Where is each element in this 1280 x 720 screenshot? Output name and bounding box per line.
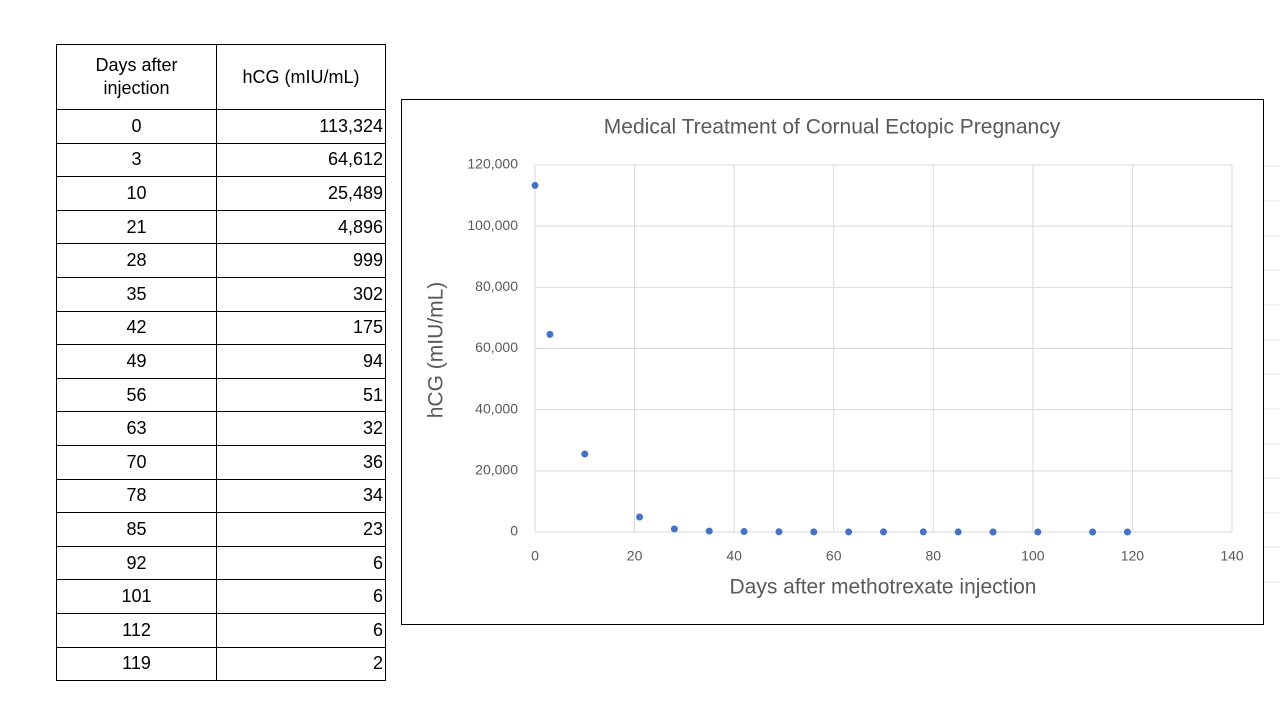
- table-cell: 51: [216, 377, 386, 413]
- table-cell: 10: [56, 176, 217, 211]
- header-cell: hCG (mIU/mL): [216, 44, 386, 110]
- table-row: 49 94: [56, 344, 386, 379]
- x-tick-label: 20: [627, 548, 643, 564]
- table-cell: 6: [216, 545, 386, 581]
- table-cell: 101: [56, 579, 217, 614]
- table-row: 85 23: [56, 512, 386, 547]
- table-cell: 119: [56, 646, 217, 682]
- table-cell: 42: [56, 310, 217, 346]
- data-point: [1123, 528, 1131, 536]
- table-cell: 6: [216, 612, 386, 648]
- table-cell: 63: [56, 411, 217, 446]
- data-point: [775, 528, 783, 536]
- data-point: [989, 528, 997, 536]
- data-point: [1089, 528, 1097, 536]
- table-cell: 78: [56, 478, 217, 514]
- data-point: [670, 525, 678, 533]
- data-point: [880, 528, 887, 536]
- x-tick-label: 0: [531, 548, 539, 564]
- table-row: 119 2: [56, 646, 386, 682]
- chart-frame: [401, 99, 1264, 625]
- table-cell: 4,896: [216, 209, 386, 245]
- table-row: 101 6: [56, 579, 386, 614]
- header-text: Days after injection: [95, 55, 178, 98]
- table-row: 28 999: [56, 243, 386, 278]
- table-cell: 28: [56, 243, 217, 278]
- table-cell: 94: [216, 344, 386, 379]
- x-tick-label: 60: [826, 548, 842, 564]
- y-tick-label: 80,000: [475, 278, 518, 294]
- table-cell: 36: [216, 444, 386, 480]
- x-axis-title: Days after methotrexate injection: [730, 576, 1037, 599]
- table-row: 92 6: [56, 545, 386, 581]
- table-cell: 302: [216, 276, 386, 312]
- table-row: 63 32: [56, 411, 386, 446]
- data-point: [1034, 528, 1042, 536]
- table-cell: 64,612: [216, 142, 386, 178]
- data-point: [636, 513, 644, 521]
- x-tick-label: 100: [1021, 548, 1045, 564]
- table-row: 42 175: [56, 310, 386, 346]
- y-tick-label: 40,000: [475, 400, 518, 416]
- data-point: [740, 527, 748, 535]
- table-row: 112 6: [56, 612, 386, 648]
- table-cell: 3: [56, 142, 217, 178]
- table-cell: 56: [56, 377, 217, 413]
- data-point: [810, 528, 818, 536]
- y-tick-label: 60,000: [475, 339, 518, 355]
- table-cell: 2: [216, 646, 386, 682]
- data-point: [919, 528, 927, 536]
- data-point: [845, 528, 853, 536]
- table-cell: 34: [216, 478, 386, 514]
- table-cell: 23: [216, 512, 386, 547]
- header-row: Days after injection hCG (mIU/mL): [56, 44, 386, 110]
- table-cell: 113,324: [216, 109, 386, 144]
- y-tick-label: 100,000: [467, 217, 518, 233]
- table-row: 78 34: [56, 478, 386, 514]
- data-point: [954, 528, 962, 536]
- table-cell: 175: [216, 310, 386, 346]
- data-point: [581, 450, 589, 458]
- table-row: 21 4,896: [56, 209, 386, 245]
- data-point: [531, 181, 539, 189]
- x-tick-label: 80: [925, 548, 941, 564]
- data-point: [546, 330, 554, 338]
- table-cell: 49: [56, 344, 217, 379]
- table-row: 70 36: [56, 444, 386, 480]
- y-tick-label: 20,000: [475, 462, 518, 478]
- table-cell: 32: [216, 411, 386, 446]
- table-cell: 25,489: [216, 176, 386, 211]
- x-tick-label: 140: [1220, 548, 1244, 564]
- table-cell: 999: [216, 243, 386, 278]
- table-cell: 0: [56, 109, 217, 144]
- data-point: [705, 527, 713, 535]
- table-cell: 112: [56, 612, 217, 648]
- table-cell: 85: [56, 512, 217, 547]
- y-axis-title: hCG (mIU/mL): [425, 282, 448, 419]
- x-tick-label: 40: [726, 548, 742, 564]
- table-cell: 92: [56, 545, 217, 581]
- table-cell: 6: [216, 579, 386, 614]
- header-cell: Days after injection: [56, 44, 217, 110]
- data-table: Days after injection hCG (mIU/mL) 0 113,324…: [56, 44, 386, 682]
- table-cell: 35: [56, 276, 217, 312]
- table-row: 56 51: [56, 377, 386, 413]
- chart-title: Medical Treatment of Cornual Ectopic Pre…: [604, 116, 1061, 139]
- x-tick-label: 120: [1121, 548, 1145, 564]
- table-row: 3 64,612: [56, 142, 386, 178]
- table-row: 0 113,324: [56, 109, 386, 144]
- table-cell: 21: [56, 209, 217, 245]
- table-row: 10 25,489: [56, 176, 386, 211]
- y-tick-label: 120,000: [467, 156, 518, 172]
- table-row: 35 302: [56, 276, 386, 312]
- table-cell: 70: [56, 444, 217, 480]
- y-tick-label: 0: [510, 523, 518, 539]
